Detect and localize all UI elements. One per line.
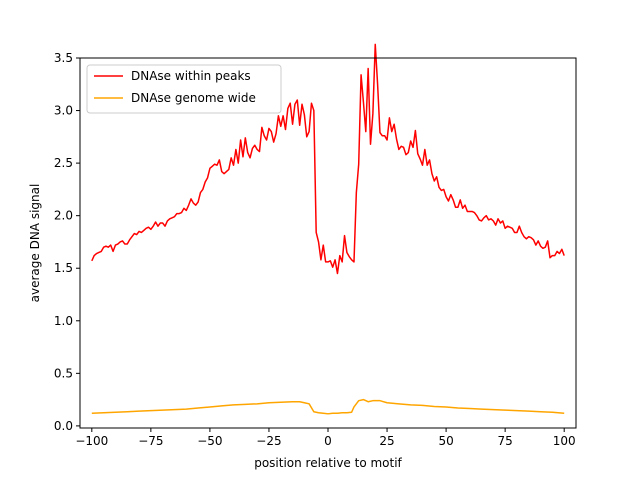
y-tick-label: 1.5	[54, 261, 73, 275]
y-tick-label: 1.0	[54, 314, 73, 328]
y-tick-label: 0.0	[54, 419, 73, 433]
x-tick-label: 100	[553, 434, 576, 448]
x-tick-label: −25	[256, 434, 281, 448]
legend-box	[86, 64, 282, 114]
x-tick-label: 0	[324, 434, 332, 448]
x-tick-label: −50	[197, 434, 222, 448]
legend: DNAse within peaks DNAse genome wide	[86, 64, 282, 114]
legend-label-genome-wide: DNAse genome wide	[131, 91, 256, 105]
series-line-genome-wide	[91, 398, 565, 415]
x-tick-label: 75	[498, 434, 513, 448]
series-layer	[91, 43, 565, 415]
y-tick-label: 3.0	[54, 104, 73, 118]
legend-label-within-peaks: DNAse within peaks	[131, 69, 251, 83]
y-tick-label: 2.5	[54, 156, 73, 170]
x-axis-label: position relative to motif	[254, 456, 402, 470]
x-axis: −100 −75 −50 −25 0 25 50 75 100	[75, 428, 576, 448]
x-tick-label: −75	[138, 434, 163, 448]
y-axis-label: average DNA signal	[28, 184, 42, 303]
series-line-within-peaks	[91, 43, 565, 275]
y-axis: 0.0 0.5 1.0 1.5 2.0 2.5 3.0 3.5	[54, 51, 80, 433]
y-tick-label: 0.5	[54, 366, 73, 380]
plot-area	[80, 58, 576, 428]
x-tick-label: 50	[438, 434, 453, 448]
y-tick-label: 2.0	[54, 209, 73, 223]
y-tick-label: 3.5	[54, 51, 73, 65]
x-tick-label: −100	[75, 434, 108, 448]
x-tick-label: 25	[379, 434, 394, 448]
